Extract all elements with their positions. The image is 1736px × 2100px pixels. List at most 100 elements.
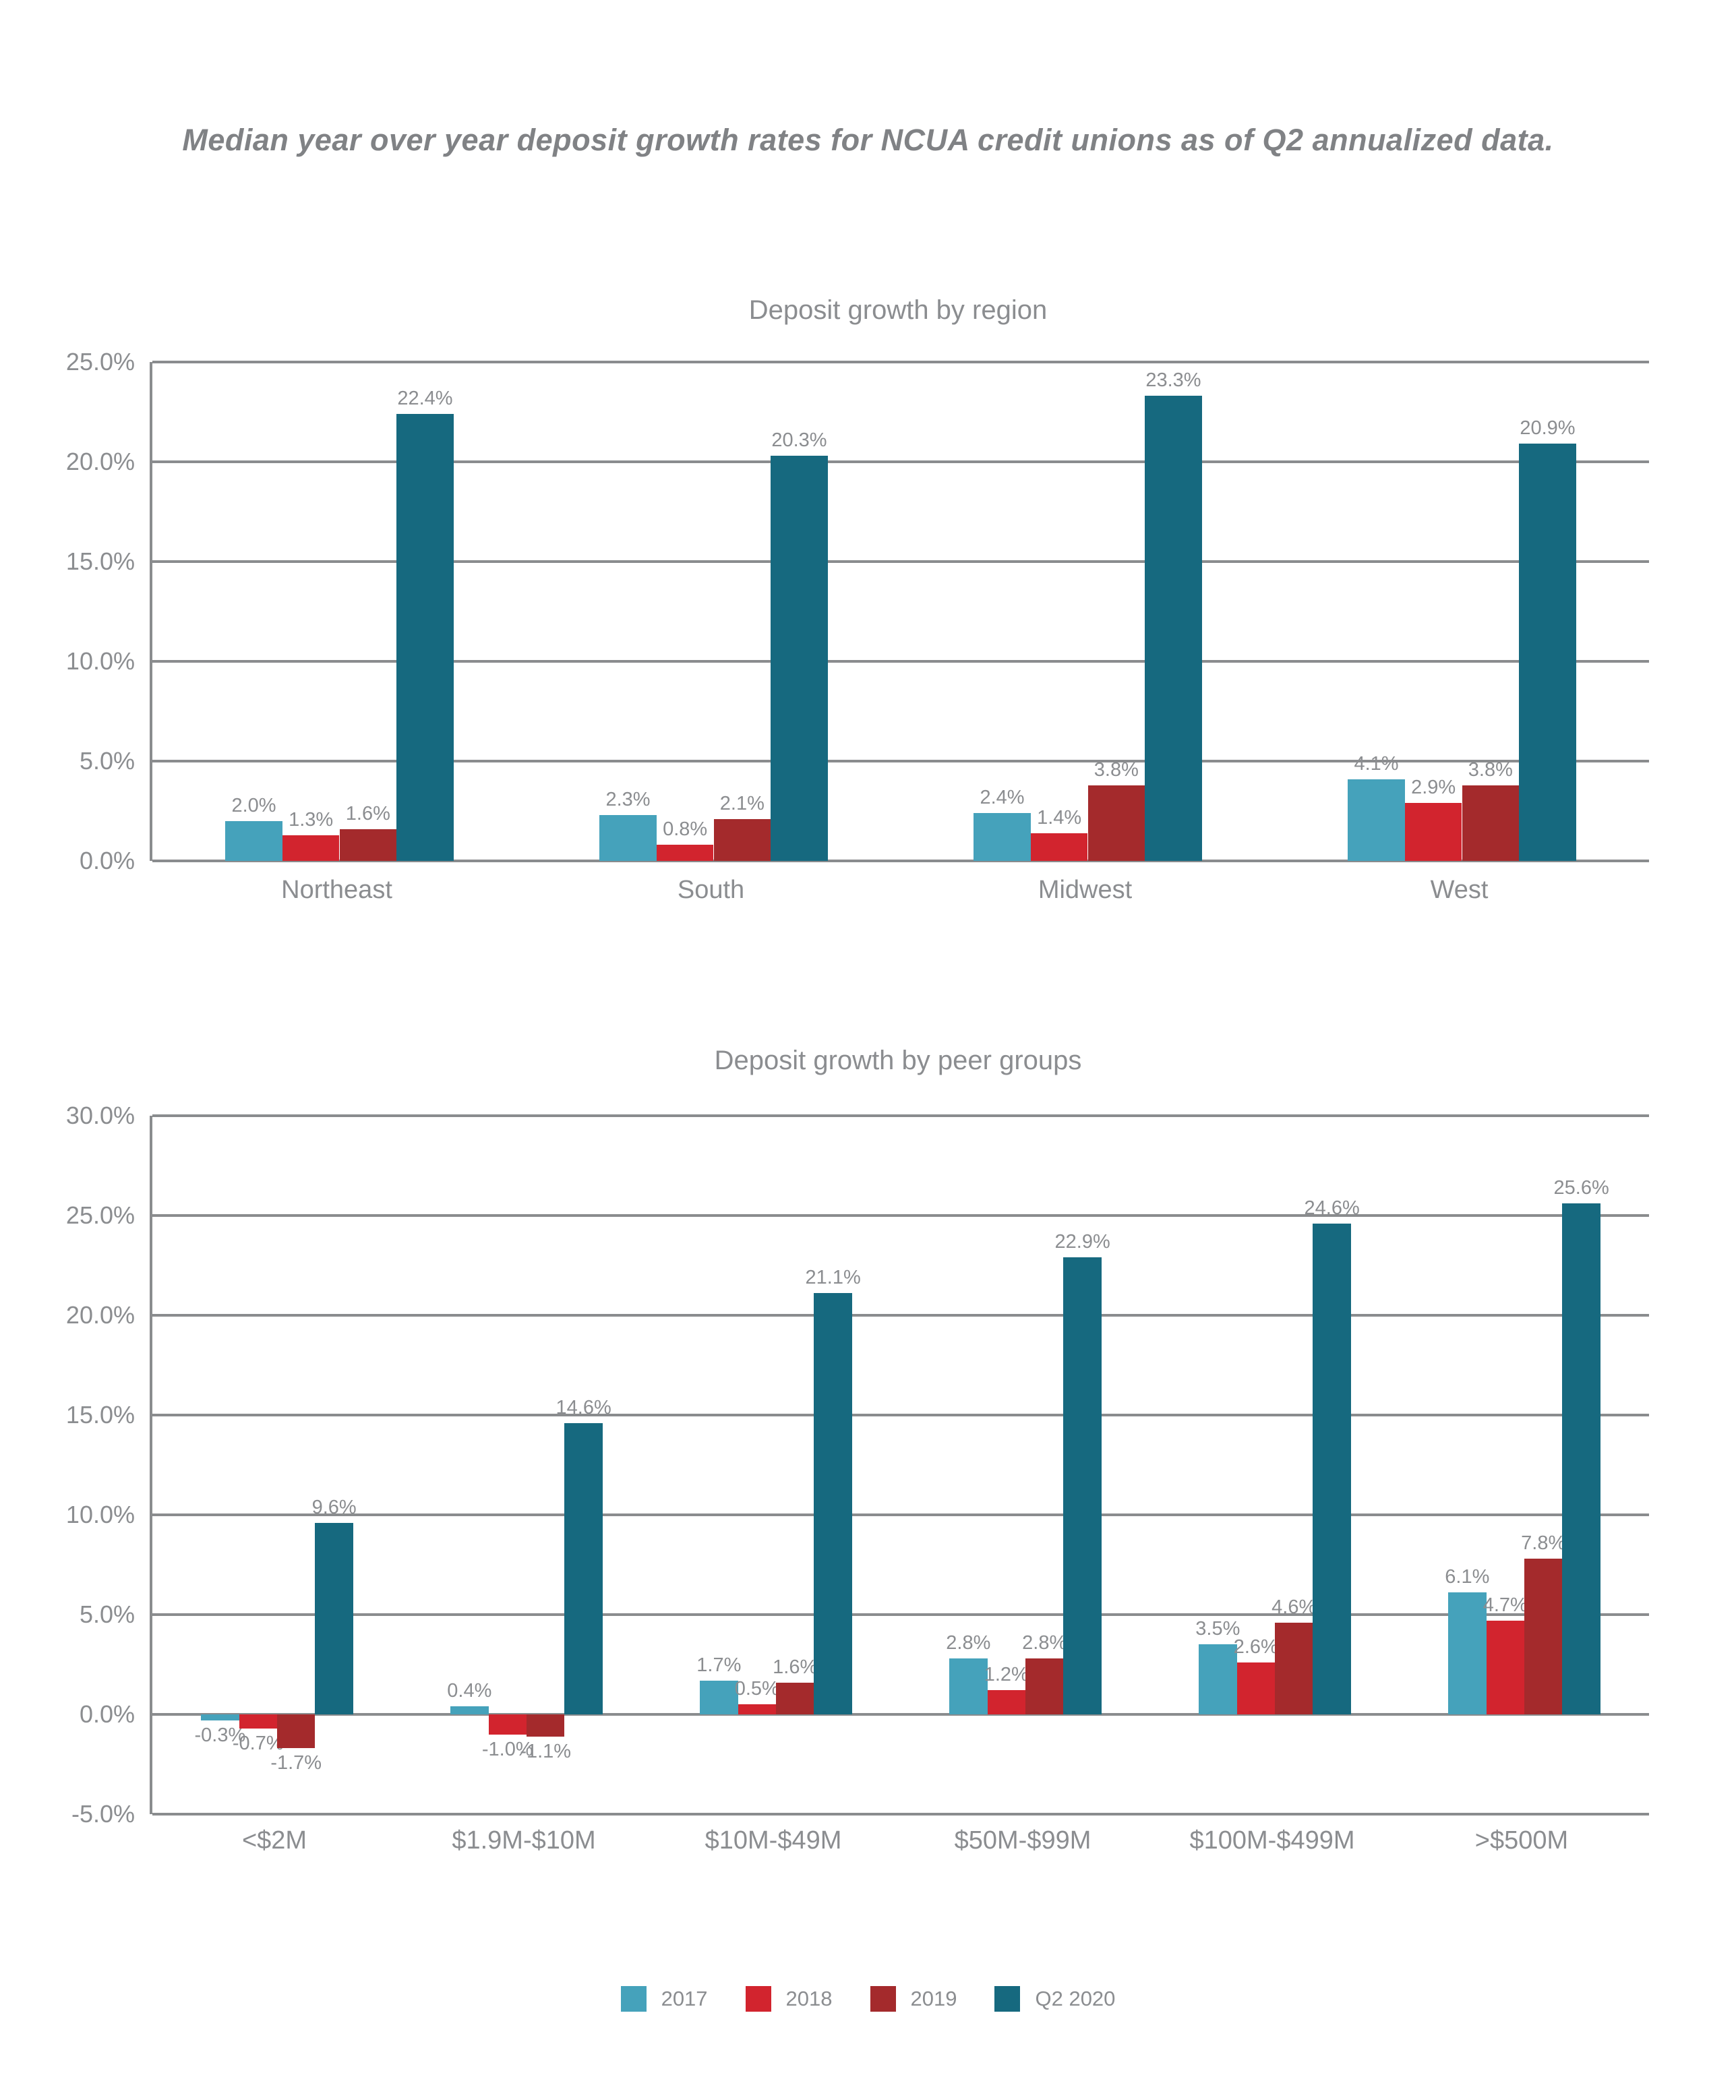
bar-value-label: 22.9% — [1054, 1231, 1110, 1253]
legend-swatch-q2-2020 — [994, 1986, 1021, 2012]
bar-2017 — [450, 1706, 489, 1714]
bar-2019 — [776, 1682, 814, 1714]
bar-value-label: 20.3% — [771, 429, 827, 452]
bar-2017 — [1348, 779, 1405, 861]
x-category-label: >$500M — [1474, 1826, 1569, 1855]
bar-value-label: 24.6% — [1304, 1197, 1360, 1219]
legend-swatch-2017 — [620, 1986, 647, 2012]
bar-value-label: 2.3% — [605, 788, 651, 810]
bar-2017 — [1199, 1644, 1237, 1714]
bar-value-label: 4.6% — [1271, 1596, 1317, 1618]
legend: 2017 2018 2019 Q2 2020 — [0, 1986, 1736, 2012]
grid-line — [152, 1114, 1649, 1117]
bar-value-label: 1.6% — [773, 1656, 818, 1678]
legend-label: 2019 — [910, 1987, 957, 2010]
bar-value-label: 1.6% — [345, 802, 390, 824]
y-tick-label: 20.0% — [65, 448, 135, 475]
y-tick-label: 15.0% — [65, 1401, 135, 1429]
chart-region-y-axis: 25.0% 20.0% 15.0% 10.0% 5.0% 0.0% — [0, 348, 135, 874]
bar-2017 — [201, 1714, 239, 1720]
chart-region-x-axis: Northeast South Midwest West — [150, 876, 1646, 916]
bar-value-label: 20.9% — [1520, 417, 1576, 440]
bar-value-label: 2.1% — [719, 792, 765, 814]
legend-item: 2017 — [620, 1986, 708, 2012]
bar-value-label: 1.4% — [1037, 806, 1082, 829]
legend-item: 2019 — [870, 1986, 957, 2012]
bar-value-label: 21.1% — [805, 1267, 861, 1289]
bar-2019 — [1462, 785, 1520, 861]
bar-2018 — [239, 1714, 277, 1729]
bar-2018 — [738, 1704, 776, 1714]
bar-value-label: 2.9% — [1411, 777, 1456, 799]
legend-item: Q2 2020 — [994, 1986, 1115, 2012]
grid-line — [152, 1314, 1649, 1317]
y-tick-label: 5.0% — [79, 747, 135, 775]
x-category-label: $100M-$499M — [1189, 1826, 1355, 1855]
grid-line — [152, 460, 1649, 463]
chart-peer-groups-title: Deposit growth by peer groups — [714, 1046, 1082, 1075]
y-tick-label: 0.0% — [79, 1700, 135, 1728]
bar-2019 — [339, 829, 397, 861]
bar-value-label: 1.3% — [289, 808, 334, 831]
y-tick-label: 5.0% — [79, 1600, 135, 1628]
bar-value-label: 0.8% — [663, 818, 708, 841]
bar-value-label: -1.7% — [270, 1752, 322, 1774]
bar-2019 — [1275, 1622, 1313, 1714]
bar-q2-2020 — [814, 1293, 852, 1714]
bar-value-label: 9.6% — [311, 1496, 357, 1518]
bar-2017 — [225, 820, 282, 861]
x-category-label: West — [1430, 876, 1489, 904]
grid-line — [152, 1414, 1649, 1416]
bar-q2-2020 — [564, 1422, 603, 1714]
y-tick-label: 10.0% — [65, 1501, 135, 1528]
grid-line — [152, 1513, 1649, 1516]
bar-value-label: 6.1% — [1445, 1566, 1490, 1588]
y-tick-label: 30.0% — [65, 1102, 135, 1129]
bar-value-label: 0.4% — [447, 1680, 492, 1702]
bar-value-label: 2.4% — [980, 786, 1025, 808]
legend-label: Q2 2020 — [1035, 1987, 1116, 2010]
bar-value-label: 2.6% — [1233, 1636, 1278, 1658]
page-title: Median year over year deposit growth rat… — [182, 123, 1554, 157]
y-tick-label: -5.0% — [71, 1800, 135, 1828]
y-tick-label: 20.0% — [65, 1301, 135, 1329]
bar-value-label: 1.2% — [984, 1664, 1029, 1686]
grid-line — [152, 1813, 1649, 1816]
bar-value-label: 2.8% — [1022, 1632, 1067, 1654]
bar-2019 — [713, 818, 771, 861]
x-category-label: Northeast — [281, 876, 392, 904]
y-tick-label: 25.0% — [65, 1201, 135, 1229]
bar-2018 — [656, 845, 714, 861]
bar-value-label: 4.1% — [1354, 752, 1399, 775]
chart-peer-groups-plot-area: -0.3% -0.7% -1.7% 9.6% 0.4% -1.0% -1.1% 14.6% 1.… — [150, 1114, 1649, 1816]
y-tick-label: 15.0% — [65, 547, 135, 575]
bar-2017 — [949, 1658, 988, 1714]
bar-value-label: 7.8% — [1521, 1532, 1566, 1555]
bar-q2-2020 — [315, 1522, 353, 1714]
grid-line — [152, 1214, 1649, 1217]
bar-value-label: 2.8% — [946, 1632, 991, 1654]
bar-value-label: -0.3% — [194, 1724, 246, 1746]
x-category-label: $1.9M-$10M — [452, 1826, 596, 1855]
bar-value-label: 2.0% — [231, 794, 276, 816]
x-category-label: South — [677, 876, 745, 904]
y-tick-label: 10.0% — [65, 647, 135, 675]
bar-value-label: 22.4% — [397, 387, 453, 409]
x-category-label: <$2M — [241, 1826, 307, 1855]
chart-peer-groups-y-axis: 30.0% 25.0% 20.0% 15.0% 10.0% 5.0% 0.0% -5.0% — [0, 1102, 135, 1828]
legend-label: 2018 — [785, 1987, 833, 2010]
chart-region-plot-area: 2.0% 1.3% 1.6% 22.4% 2.3% 0.8% 2.1% 20.3% 2.4% 1.… — [150, 361, 1649, 862]
legend-label: 2017 — [661, 1987, 708, 2010]
chart-peer-groups-x-axis: <$2M $1.9M-$10M $10M-$49M $50M-$99M $100M-$4… — [150, 1826, 1646, 1867]
bar-value-label: 3.5% — [1195, 1618, 1240, 1640]
bar-2019 — [1087, 785, 1145, 861]
bar-2018 — [488, 1714, 527, 1735]
bar-value-label: -0.7% — [232, 1732, 284, 1754]
bar-value-label: 14.6% — [556, 1396, 611, 1418]
bar-value-label: 25.6% — [1553, 1177, 1609, 1199]
bar-2018 — [1030, 833, 1088, 861]
grid-line — [152, 1613, 1649, 1616]
bar-q2-2020 — [771, 456, 828, 861]
grid-line — [152, 560, 1649, 563]
